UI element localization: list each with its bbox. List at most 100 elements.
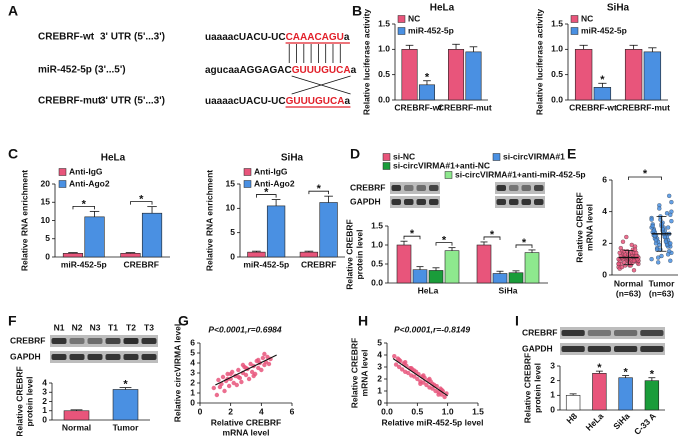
blot-label: GAPDH bbox=[522, 343, 553, 353]
x-tick-label: CREBRF-wt bbox=[394, 102, 442, 112]
bar bbox=[319, 202, 338, 258]
data-point bbox=[222, 388, 227, 394]
legend-swatch bbox=[58, 168, 67, 176]
blot-band bbox=[496, 199, 506, 205]
lane-label: T1 bbox=[108, 322, 118, 332]
y-tick-label: 3 bbox=[550, 360, 555, 370]
data-point bbox=[663, 239, 669, 244]
bar bbox=[63, 410, 90, 421]
x-tick-label: C-33 A bbox=[632, 411, 658, 436]
significance-star: * bbox=[425, 72, 430, 84]
bar bbox=[508, 272, 524, 284]
x-tick-label: 0 bbox=[198, 406, 203, 416]
data-point bbox=[220, 374, 226, 380]
blot-band bbox=[614, 346, 638, 352]
fit-line bbox=[215, 354, 277, 386]
data-point bbox=[668, 258, 673, 263]
panel-letter: E bbox=[567, 146, 576, 162]
y-tick-label: 3 bbox=[42, 387, 47, 397]
blot-background bbox=[560, 343, 665, 355]
x-tick-label: Normal bbox=[614, 278, 643, 288]
y-tick-label: 2 bbox=[190, 377, 195, 387]
lane-label: N2 bbox=[72, 322, 83, 332]
data-point bbox=[406, 370, 411, 376]
data-point bbox=[262, 351, 267, 357]
data-point bbox=[656, 260, 661, 265]
significance-star: * bbox=[442, 235, 447, 247]
sequence: agucaaAGGAGACGUUUGUCAa bbox=[205, 65, 357, 76]
significance-star: * bbox=[643, 168, 648, 180]
significance-star: * bbox=[317, 183, 322, 195]
data-point bbox=[393, 362, 399, 367]
data-point bbox=[412, 374, 417, 379]
y-axis-label: Relative RNA enrichment bbox=[204, 170, 214, 271]
data-point bbox=[427, 376, 432, 382]
legend-label: Anti-Ago2 bbox=[254, 178, 295, 188]
data-point bbox=[650, 223, 655, 229]
blot-band bbox=[87, 354, 103, 360]
binding-site: CAAACAGU bbox=[286, 32, 344, 43]
y-tick-label: 0 bbox=[45, 251, 50, 261]
sequence-tail: a bbox=[351, 65, 357, 76]
legend-swatch bbox=[397, 27, 406, 35]
blot-band bbox=[614, 330, 638, 336]
blot-label: GAPDH bbox=[350, 196, 381, 206]
data-point bbox=[396, 357, 402, 362]
y-tick-label: 0 bbox=[190, 397, 195, 407]
y-tick-label: 1 bbox=[42, 405, 47, 415]
data-point bbox=[669, 219, 674, 224]
legend-label: si-circVIRMA#1+anti-miR-452-5p bbox=[455, 169, 586, 179]
chart-title: P<0.0001,r=-0.8149 bbox=[394, 324, 470, 334]
y-tick-label: 5 bbox=[190, 347, 195, 357]
significance-star: * bbox=[410, 228, 415, 240]
legend-label: Anti-IgG bbox=[69, 166, 103, 176]
x-tick-label: CREBRF bbox=[124, 259, 159, 269]
data-point bbox=[620, 239, 626, 244]
blot-band bbox=[404, 185, 414, 191]
sequence-text: uaaaacUACU-UC bbox=[205, 32, 286, 43]
cross bbox=[291, 75, 351, 95]
sequence-name: CREBRF-wt bbox=[38, 32, 95, 43]
y-tick-label: 0.5 bbox=[371, 258, 383, 268]
blot-background bbox=[560, 327, 665, 339]
y-tick-label: 6 bbox=[602, 174, 607, 184]
y-tick-label: 3 bbox=[377, 361, 382, 371]
y-tick-label: 1.0 bbox=[551, 44, 563, 54]
legend-label: miR-452-5p bbox=[408, 25, 454, 35]
significance-star: * bbox=[139, 194, 144, 206]
y-tick-label: 1.5 bbox=[551, 18, 563, 28]
bar bbox=[644, 380, 660, 411]
lane-label: T2 bbox=[126, 322, 136, 332]
blot-band bbox=[105, 338, 121, 344]
y-tick-label: 2 bbox=[377, 373, 382, 383]
blot-background bbox=[495, 196, 545, 208]
x-tick-label: SiHa bbox=[499, 285, 518, 295]
significance-bracket bbox=[403, 235, 421, 240]
data-point bbox=[656, 255, 661, 260]
y-tick-label: 1.5 bbox=[378, 18, 390, 28]
data-point bbox=[226, 383, 232, 389]
data-point bbox=[409, 366, 414, 371]
significance-bracket bbox=[435, 242, 453, 246]
sequence-tail: a bbox=[344, 32, 350, 43]
data-point bbox=[239, 379, 244, 385]
data-point bbox=[664, 211, 670, 216]
blot-label: CREBRF bbox=[522, 327, 557, 337]
legend-label: NC bbox=[408, 13, 420, 23]
blot-band bbox=[87, 338, 103, 344]
legend-label: NC bbox=[581, 13, 593, 23]
significance-bracket bbox=[628, 176, 662, 180]
y-axis-label: Relative luciferase activity bbox=[361, 9, 371, 116]
data-point bbox=[234, 382, 239, 388]
y-tick-label: 5 bbox=[45, 233, 50, 243]
data-point bbox=[657, 206, 662, 211]
data-point bbox=[217, 384, 223, 390]
blot-label: CREBRF bbox=[10, 335, 45, 345]
x-axis-label: Relative miR-452-5p level bbox=[381, 417, 483, 427]
blot-band bbox=[123, 354, 139, 360]
data-point bbox=[649, 257, 654, 262]
lane-label: N1 bbox=[54, 322, 65, 332]
legend-swatch bbox=[382, 153, 391, 161]
data-point bbox=[654, 247, 660, 252]
data-point bbox=[421, 373, 426, 378]
